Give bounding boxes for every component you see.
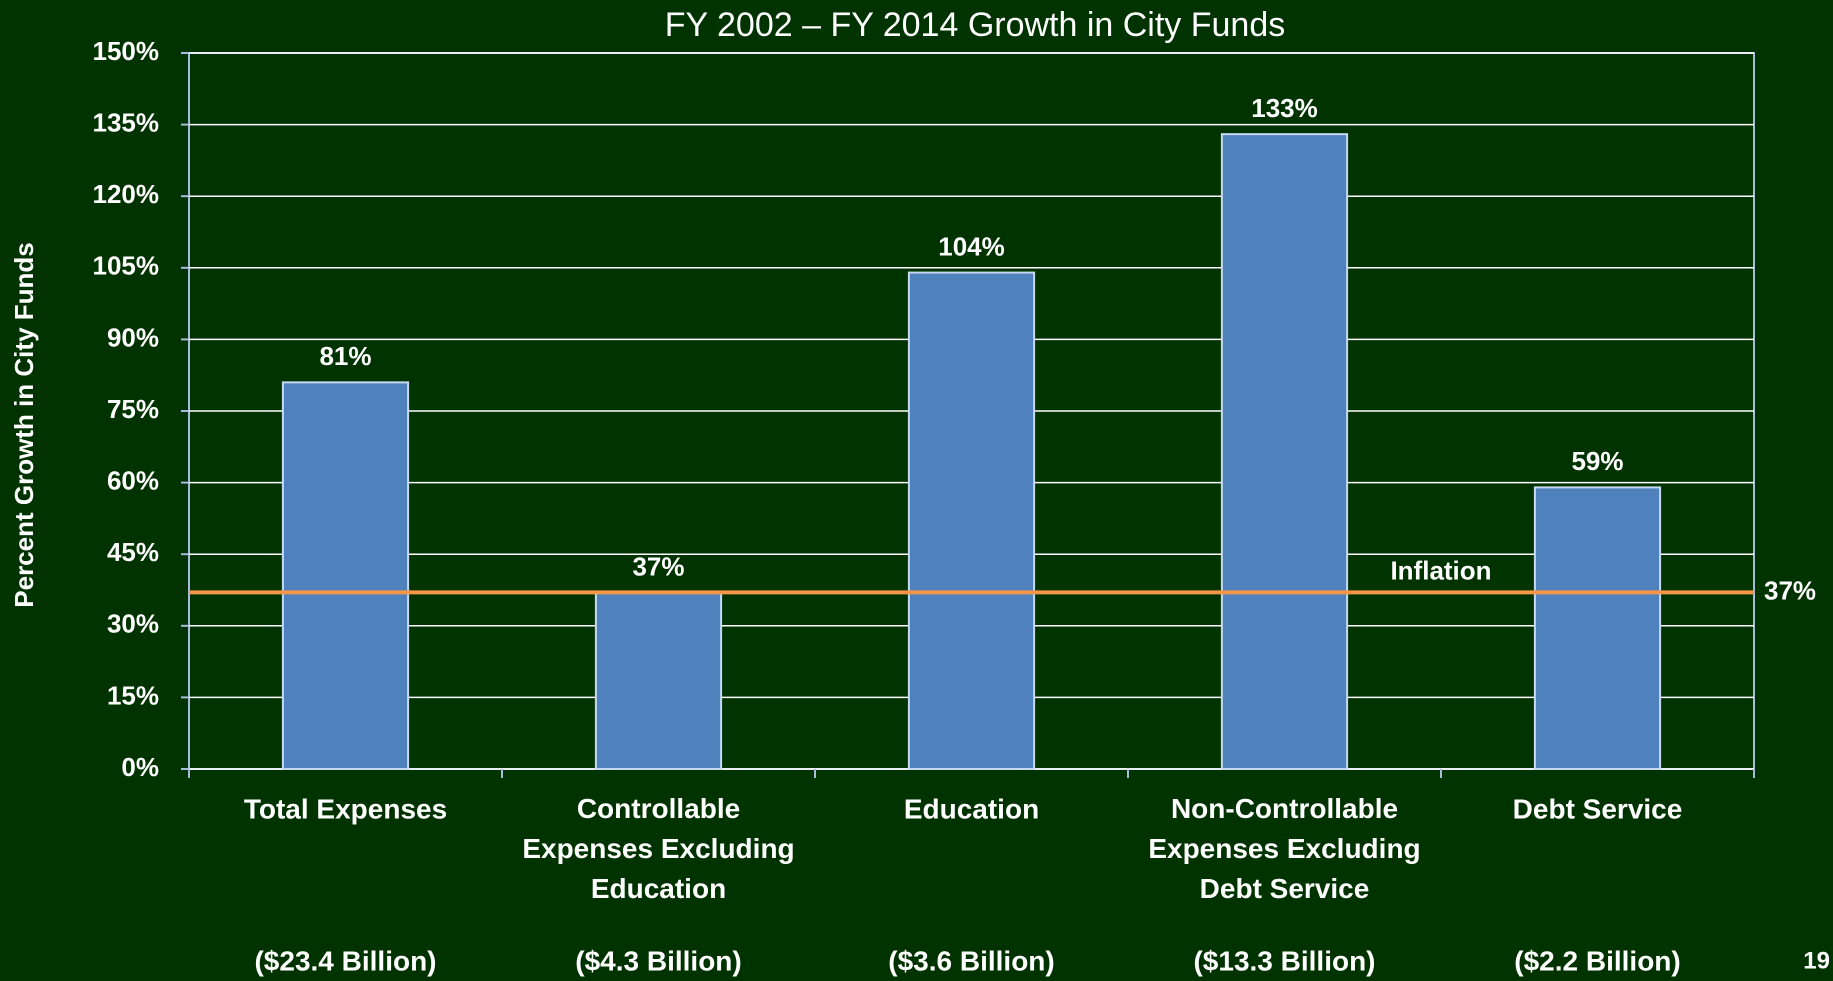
reference-line-label: 37% (1764, 575, 1816, 605)
y-tick-label: 60% (107, 465, 159, 495)
y-tick-label: 0% (121, 752, 159, 782)
value-label: 133% (1251, 93, 1318, 123)
bar (1220, 133, 1349, 770)
x-tick-label: Non-Controllable Expenses Excluding Debt S… (1148, 793, 1420, 904)
value-label: 104% (938, 231, 1005, 261)
value-label: 81% (319, 341, 371, 371)
y-tick-label: 135% (93, 107, 160, 137)
y-tick-label: 15% (107, 680, 159, 710)
category-total: ($13.3 Billion) (1193, 945, 1375, 976)
x-tick-label: Education (904, 793, 1039, 824)
chart-title: FY 2002 – FY 2014 Growth in City Funds (665, 6, 1286, 44)
x-tick-label: Debt Service (1513, 793, 1683, 824)
y-tick-label: 30% (107, 609, 159, 639)
x-tick-label: Total Expenses (244, 793, 447, 824)
bar (281, 381, 410, 770)
y-tick-label: 90% (107, 322, 159, 352)
x-tick-label: Controllable Expenses Excluding Education (522, 793, 794, 904)
y-tick-label: 75% (107, 394, 159, 424)
y-tick-label: 120% (93, 179, 160, 209)
y-axis-label: Percent Growth in City Funds (9, 242, 39, 607)
y-tick-label: 45% (107, 537, 159, 567)
category-total: ($4.3 Billion) (575, 945, 741, 976)
page-number: 19 (1803, 947, 1830, 974)
y-tick-label: 150% (93, 36, 160, 66)
reference-line-name: Inflation (1390, 555, 1491, 585)
category-total: ($2.2 Billion) (1514, 945, 1680, 976)
category-total: ($23.4 Billion) (254, 945, 436, 976)
bar (594, 591, 723, 770)
bar (1533, 486, 1662, 770)
y-tick-label: 105% (93, 251, 160, 281)
bar (907, 271, 1036, 770)
value-label: 59% (1571, 446, 1623, 476)
value-label: 37% (632, 551, 684, 581)
category-total: ($3.6 Billion) (888, 945, 1054, 976)
